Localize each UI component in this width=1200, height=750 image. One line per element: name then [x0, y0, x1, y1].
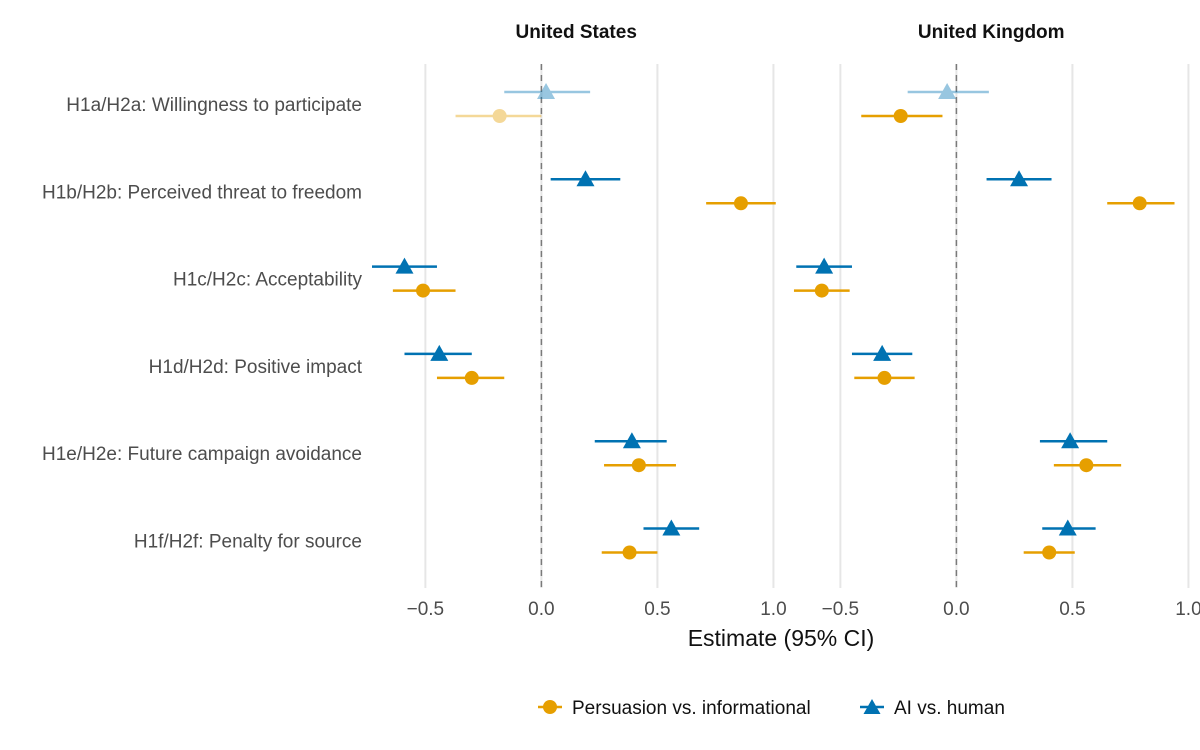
point-marker-triangle [815, 257, 834, 274]
point-marker-circle [893, 109, 908, 123]
persuasion-estimate [455, 109, 542, 123]
panel-uk: United Kingdom −0.5 0.0 0.5 1.0 [793, 22, 1200, 620]
gridlines [424, 64, 1190, 588]
point-marker-circle [877, 370, 892, 385]
point-marker-circle [416, 283, 431, 298]
panel-title-uk: United Kingdom [918, 22, 1065, 43]
point-marker-triangle [938, 83, 957, 99]
persuasion-estimate [604, 458, 676, 473]
point-marker-circle [622, 545, 637, 560]
ai-estimate [1042, 519, 1096, 536]
row-label: H1b/H2b: Perceived threat to freedom [42, 182, 362, 203]
x-axis-title: Estimate (95% CI) [688, 625, 875, 651]
point-marker-triangle [1010, 170, 1029, 187]
point-marker-circle [1132, 196, 1147, 211]
point-marker-triangle [873, 344, 892, 361]
point-marker-circle [631, 458, 646, 473]
ai-estimate [594, 432, 667, 449]
legend-item-ai: AI vs. human [860, 698, 1005, 719]
point-marker-triangle [430, 344, 449, 361]
ai-estimate [404, 344, 472, 361]
ai-estimate [1039, 432, 1108, 449]
point-marker-circle [1079, 458, 1094, 473]
legend-item-persuasion: Persuasion vs. informational [538, 698, 811, 719]
panel-title-us: United States [515, 22, 636, 43]
ai-estimate [643, 519, 700, 536]
point-marker-triangle [1061, 432, 1080, 449]
persuasion-estimate [706, 196, 776, 211]
x-tick-label: 0.5 [1059, 599, 1085, 620]
row-label: H1a/H2a: Willingness to participate [66, 95, 362, 116]
ai-estimate [907, 83, 989, 99]
row-labels: H1a/H2a: Willingness to participate H1b/H… [42, 95, 363, 553]
ai-estimate [851, 344, 913, 361]
point-marker-circle [492, 109, 507, 123]
point-marker-circle [1042, 545, 1057, 560]
point-marker-triangle [1058, 519, 1077, 536]
ai-estimate [504, 83, 591, 99]
point-marker-triangle [662, 519, 681, 536]
ai-estimate [550, 170, 621, 187]
legend-ai-label: AI vs. human [894, 698, 1005, 719]
persuasion-estimate [861, 109, 943, 123]
row-label: H1f/H2f: Penalty for source [134, 532, 362, 553]
ai-estimate [986, 170, 1052, 187]
persuasion-estimate [601, 545, 658, 560]
x-tick-label: 0.0 [943, 599, 969, 620]
point-marker-circle [733, 196, 748, 211]
persuasion-estimate [793, 283, 850, 298]
row-label: H1c/H2c: Acceptability [173, 270, 363, 291]
legend: Persuasion vs. informational AI vs. huma… [538, 698, 1005, 719]
persuasion-estimate [1053, 458, 1122, 473]
point-marker-triangle [622, 432, 641, 449]
legend-persuasion-label: Persuasion vs. informational [572, 698, 811, 719]
x-tick-label: 1.0 [760, 599, 786, 620]
x-tick-label: 0.5 [644, 599, 670, 620]
row-label: H1e/H2e: Future campaign avoidance [42, 444, 362, 465]
x-tick-label: −0.5 [407, 599, 445, 620]
persuasion-estimate [1023, 545, 1075, 560]
x-tick-label: −0.5 [822, 599, 860, 620]
row-label: H1d/H2d: Positive impact [149, 357, 363, 378]
panel-us: United States −0.5 0.0 0.5 1.0 [372, 22, 787, 620]
legend-ai-triangle-icon [863, 699, 881, 714]
point-marker-circle [464, 370, 479, 385]
x-tick-label: 1.0 [1175, 599, 1200, 620]
persuasion-estimate [392, 283, 456, 298]
ai-estimate [796, 257, 852, 274]
point-marker-triangle [395, 257, 414, 274]
ai-estimate [372, 257, 437, 274]
x-tick-label: 0.0 [528, 599, 554, 620]
persuasion-estimate [854, 370, 915, 385]
legend-persuasion-circle-icon [543, 700, 557, 714]
persuasion-estimate [436, 370, 505, 385]
point-marker-triangle [576, 170, 595, 187]
point-marker-circle [814, 283, 829, 298]
persuasion-estimate [1107, 196, 1175, 211]
point-marker-triangle [537, 83, 556, 99]
